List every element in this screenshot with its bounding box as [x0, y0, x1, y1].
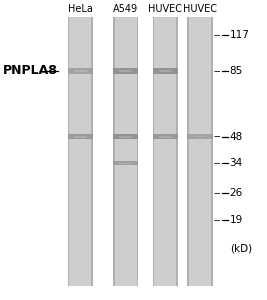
Bar	[211, 17, 213, 286]
Bar	[113, 17, 138, 286]
Bar	[91, 17, 93, 286]
Text: --: --	[214, 30, 221, 40]
Text: 85: 85	[230, 66, 243, 76]
Text: 48: 48	[230, 132, 243, 142]
Bar	[74, 70, 87, 72]
Text: --: --	[214, 188, 221, 198]
Text: 34: 34	[230, 158, 243, 168]
Text: A549: A549	[113, 4, 138, 14]
Text: (kD): (kD)	[230, 244, 252, 254]
Bar	[113, 17, 115, 286]
Bar	[176, 17, 178, 286]
Bar	[159, 136, 172, 137]
Text: 117: 117	[230, 30, 250, 40]
Bar	[159, 70, 172, 72]
Bar	[68, 17, 69, 286]
Bar	[113, 68, 138, 74]
Bar	[187, 17, 213, 286]
Bar	[187, 134, 213, 139]
Bar	[113, 161, 138, 165]
Bar	[119, 136, 132, 137]
Bar	[68, 68, 93, 74]
Text: --: --	[214, 132, 221, 142]
Text: HUVEC: HUVEC	[183, 4, 217, 14]
Text: --: --	[214, 215, 221, 225]
Bar	[153, 17, 178, 286]
Bar	[68, 134, 93, 139]
Bar	[187, 17, 189, 286]
Text: --: --	[38, 66, 46, 76]
Bar	[119, 163, 132, 164]
Bar	[68, 17, 93, 286]
Bar	[194, 136, 206, 137]
Text: HUVEC: HUVEC	[148, 4, 182, 14]
Text: HeLa: HeLa	[68, 4, 93, 14]
Text: 26: 26	[230, 188, 243, 198]
Bar	[74, 136, 87, 137]
Bar	[153, 68, 178, 74]
Text: --: --	[214, 158, 221, 168]
Bar	[153, 134, 178, 139]
Bar	[153, 17, 154, 286]
Text: PNPLA8: PNPLA8	[3, 64, 58, 77]
Bar	[136, 17, 138, 286]
Text: 19: 19	[230, 215, 243, 225]
Bar	[119, 70, 132, 72]
Text: --: --	[214, 66, 221, 76]
Bar	[113, 134, 138, 139]
